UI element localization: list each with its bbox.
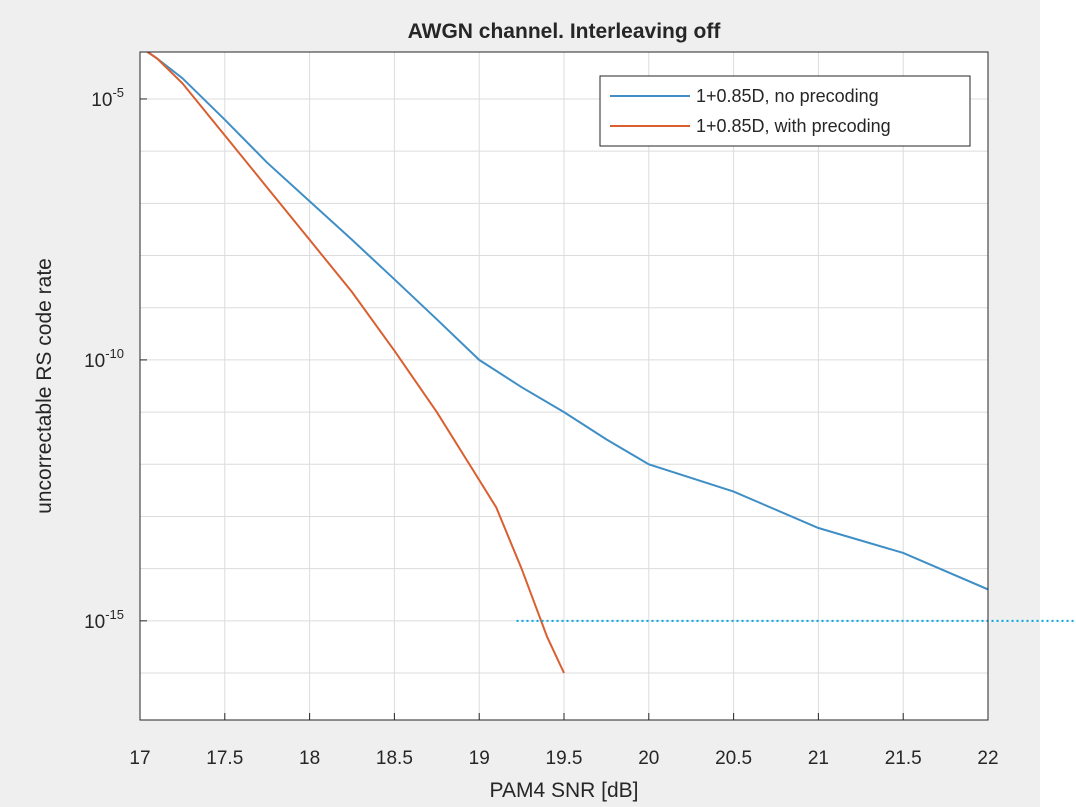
y-tick-exponent: -5 xyxy=(112,85,124,100)
x-tick-label: 20.5 xyxy=(715,748,752,769)
legend-label-1: 1+0.85D, no precoding xyxy=(696,86,879,106)
x-axis-label: PAM4 SNR [dB] xyxy=(490,779,639,802)
y-tick-base: 10 xyxy=(84,351,105,372)
y-tick-exponent: -10 xyxy=(105,346,124,361)
y-tick-label: 10-10 xyxy=(84,346,124,372)
x-tick-label: 18 xyxy=(299,748,320,769)
y-tick-exponent: -15 xyxy=(105,607,124,622)
x-tick-label: 19.5 xyxy=(546,748,583,769)
legend: 1+0.85D, no precoding 1+0.85D, with preco… xyxy=(599,75,971,147)
x-tick-label: 20 xyxy=(638,748,659,769)
series-line-1 xyxy=(145,52,988,591)
chart-title: AWGN channel. Interleaving off xyxy=(408,20,722,43)
x-tick-label: 21.5 xyxy=(885,748,922,769)
y-axis-label: uncorrectable RS code rate xyxy=(33,258,56,514)
x-tick-label: 17 xyxy=(129,748,150,769)
x-tick-labels: 17 17.5 18 18.5 19 19.5 20 20.5 21 21.5 22 xyxy=(129,713,999,769)
x-tick-label: 18.5 xyxy=(376,748,413,769)
x-tick-label: 17.5 xyxy=(206,748,243,769)
x-tick-label: 21 xyxy=(808,748,829,769)
y-tick-label: 10-15 xyxy=(84,607,124,633)
series-layer xyxy=(145,52,988,674)
x-tick-label: 22 xyxy=(977,748,998,769)
y-tick-label: 10-5 xyxy=(91,85,124,111)
legend-box xyxy=(599,75,971,147)
series-line-2 xyxy=(145,52,565,674)
y-tick-base: 10 xyxy=(91,90,112,111)
legend-label-2: 1+0.85D, with precoding xyxy=(696,116,891,136)
x-tick-label: 19 xyxy=(469,748,490,769)
y-tick-base: 10 xyxy=(84,612,105,633)
